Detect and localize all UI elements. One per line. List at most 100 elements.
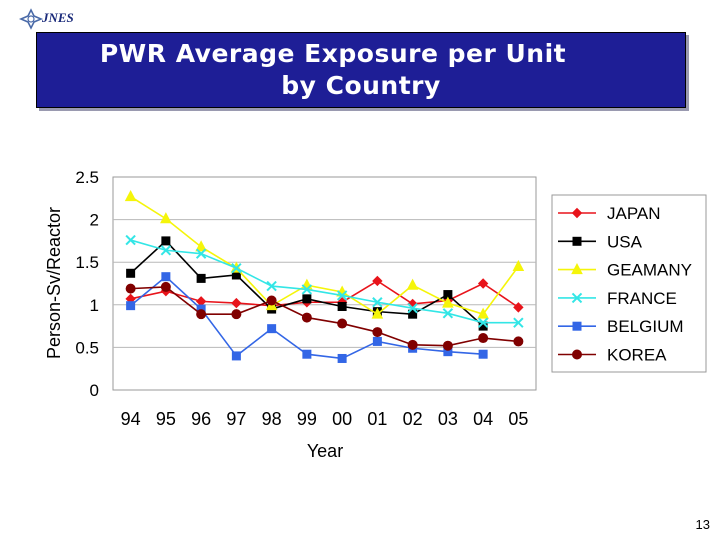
data-point-stroke	[513, 317, 524, 328]
x-tick-label: 00	[332, 409, 352, 429]
data-point	[478, 349, 488, 359]
data-point-stroke	[160, 245, 172, 256]
data-point	[408, 309, 418, 319]
legend-box	[551, 194, 707, 373]
legend-label: JAPAN	[607, 204, 661, 223]
data-point	[126, 301, 136, 311]
data-point	[571, 292, 583, 304]
data-point	[572, 236, 582, 246]
data-point	[336, 290, 348, 301]
data-point	[407, 303, 418, 314]
legend-entry: BELGIUM	[558, 317, 684, 336]
data-point	[442, 340, 453, 351]
data-point	[267, 324, 277, 334]
x-tick-label: 97	[226, 409, 246, 429]
legend-entry: FRANCE	[558, 289, 677, 308]
data-point	[124, 190, 137, 202]
page-number: 13	[695, 517, 710, 532]
legend-entry: KOREA	[558, 346, 667, 365]
logo-star-icon	[18, 8, 44, 30]
data-point	[442, 296, 454, 308]
x-axis-label: Year	[307, 441, 343, 461]
data-point	[196, 273, 206, 283]
legend-entry: USA	[558, 232, 643, 251]
data-point	[372, 327, 383, 338]
data-point	[337, 302, 347, 312]
data-point	[196, 309, 207, 320]
series-korea	[125, 281, 524, 351]
y-axis-label: Person-Sv/Reactor	[44, 207, 64, 359]
series-line	[130, 195, 520, 316]
y-tick-label: 1.5	[75, 253, 99, 272]
title-banner: PWR Average Exposure per Unit by Country	[36, 32, 686, 108]
legend-label: FRANCE	[607, 289, 677, 308]
data-point	[231, 262, 242, 274]
data-point-stroke	[125, 234, 136, 246]
data-point	[302, 349, 312, 359]
y-tick-label: 0	[90, 381, 99, 400]
data-point	[301, 284, 313, 295]
data-point-stroke	[442, 308, 454, 319]
legend-label: GEAMANY	[607, 261, 692, 280]
series-france	[125, 234, 524, 328]
data-point	[571, 263, 583, 275]
data-point-stroke	[266, 280, 277, 292]
data-point	[160, 212, 172, 224]
data-point	[477, 278, 489, 289]
series-line	[130, 286, 519, 347]
data-point	[337, 353, 347, 363]
data-point	[125, 283, 136, 294]
data-point	[571, 207, 583, 219]
y-tick-label: 1	[90, 296, 99, 315]
data-point	[372, 275, 383, 287]
y-tick-label: 2.5	[75, 168, 99, 187]
data-point	[512, 259, 525, 271]
data-point-stroke	[477, 317, 489, 328]
data-point	[231, 297, 242, 309]
data-point	[513, 302, 524, 313]
data-point	[477, 317, 489, 328]
x-tick-label: 95	[156, 409, 176, 429]
x-tick-label: 94	[121, 409, 141, 429]
data-point	[572, 349, 582, 360]
data-point	[160, 245, 172, 256]
data-point	[372, 297, 383, 308]
y-tick-label: 0.5	[75, 338, 99, 357]
data-point-stroke	[571, 292, 583, 304]
data-point	[407, 339, 418, 350]
x-tick-label: 02	[403, 409, 423, 429]
logo-text: JNES	[42, 10, 74, 25]
x-tick-label: 96	[191, 409, 211, 429]
jnes-logo	[18, 8, 98, 30]
data-point	[125, 234, 136, 246]
data-point	[195, 240, 207, 252]
data-point	[337, 318, 348, 329]
plot-area	[112, 176, 537, 391]
data-point	[266, 295, 277, 306]
x-tick-label: 01	[367, 409, 387, 429]
data-point	[161, 272, 171, 282]
data-point-stroke	[407, 303, 418, 314]
y-tick-label: 2	[90, 211, 99, 230]
data-point	[126, 268, 136, 278]
data-point-stroke	[195, 248, 207, 259]
x-tick-label: 04	[473, 409, 493, 429]
legend-label: KOREA	[607, 346, 667, 365]
data-point	[478, 333, 489, 344]
page-title-line2: by Country	[281, 71, 441, 100]
data-point	[161, 236, 171, 246]
legend-entry: JAPAN	[558, 204, 661, 223]
data-point	[406, 278, 419, 290]
x-tick-label: 03	[438, 409, 458, 429]
data-point	[513, 336, 524, 347]
legend-label: USA	[607, 232, 643, 251]
data-point	[372, 336, 382, 346]
data-point	[371, 307, 384, 319]
data-point	[231, 351, 241, 361]
data-point	[195, 248, 207, 259]
x-tick-label: 05	[508, 409, 528, 429]
data-point	[266, 280, 277, 292]
data-point-stroke	[372, 297, 383, 308]
data-point	[513, 317, 524, 328]
